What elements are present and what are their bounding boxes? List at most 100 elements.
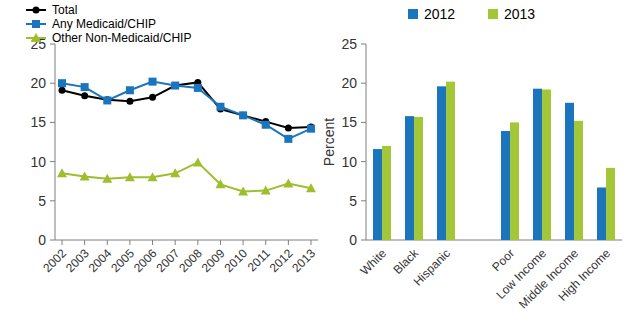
- marker: [149, 94, 156, 101]
- marker: [170, 168, 180, 177]
- bar: [405, 116, 414, 240]
- x-tick-label: 2005: [108, 246, 137, 275]
- marker: [126, 86, 134, 94]
- x-axis: [55, 240, 318, 241]
- x-tick-label: 2011: [245, 246, 273, 274]
- marker: [193, 157, 203, 166]
- marker: [194, 84, 202, 92]
- marker: [81, 83, 89, 91]
- marker: [172, 82, 179, 89]
- y-tick-label: 0: [349, 232, 357, 248]
- marker: [59, 87, 66, 94]
- plot-area: [373, 82, 615, 240]
- y-tick-label: 10: [341, 154, 357, 170]
- legend-label: Any Medicaid/CHIP: [52, 17, 156, 31]
- y-tick: [361, 200, 366, 201]
- y-tick-label: 0: [38, 232, 46, 248]
- legend-swatch: [408, 9, 418, 19]
- x-tick-label: Poor: [489, 246, 517, 274]
- x-tick-label: 2003: [63, 246, 92, 275]
- y-tick-label: 5: [38, 193, 46, 209]
- series-line: [62, 162, 311, 191]
- marker: [216, 103, 224, 111]
- x-tick-label: 2012: [267, 246, 296, 275]
- x-axis: [366, 240, 622, 241]
- y-tick: [361, 83, 366, 84]
- x-tick: [175, 240, 176, 245]
- marker: [240, 112, 247, 119]
- x-tick: [288, 240, 289, 245]
- bar: [597, 187, 606, 240]
- x-tick-label: 2007: [154, 246, 183, 275]
- x-tick-label: 2008: [176, 246, 205, 275]
- y-tick: [50, 240, 55, 241]
- y-tick-label: 20: [341, 75, 357, 91]
- y-tick: [50, 161, 55, 162]
- marker: [171, 82, 179, 90]
- y-tick-label: 15: [341, 114, 357, 130]
- marker: [262, 121, 270, 129]
- x-tick-label: 2004: [86, 246, 115, 275]
- x-tick: [265, 240, 266, 245]
- marker: [103, 96, 111, 104]
- y-tick: [361, 44, 366, 45]
- y-tick: [361, 240, 366, 241]
- marker: [58, 79, 66, 87]
- x-tick-label: 2006: [131, 246, 160, 275]
- y-tick-label: 25: [341, 36, 357, 52]
- chart-line: 0510152025200220032004200520062007200820…: [30, 36, 318, 275]
- x-tick-label: 2013: [289, 246, 318, 275]
- x-tick: [84, 240, 85, 245]
- marker: [31, 33, 41, 42]
- x-tick-label: Hispanic: [411, 246, 453, 288]
- legend: 2012 2013: [408, 6, 535, 22]
- legend-label: 2013: [504, 6, 535, 22]
- bar: [437, 86, 446, 240]
- y-tick: [50, 200, 55, 201]
- y-tick: [50, 122, 55, 123]
- series-line: [62, 82, 311, 127]
- x-tick: [152, 240, 153, 245]
- chart-bar: 0510152025WhiteBlackHispanicPoorLow Inco…: [321, 36, 622, 311]
- series-line: [62, 82, 311, 139]
- bar: [382, 146, 391, 240]
- chart-canvas: 0510152025200220032004200520062007200820…: [0, 0, 644, 330]
- bar: [565, 103, 574, 240]
- plot-area: [57, 78, 316, 196]
- legend-label: 2012: [424, 6, 455, 22]
- bar: [533, 89, 542, 240]
- x-tick-label: 2009: [199, 246, 228, 275]
- legend-swatch: [488, 9, 498, 19]
- bar: [542, 89, 551, 240]
- marker: [215, 179, 225, 188]
- marker: [81, 92, 88, 99]
- bar: [501, 131, 510, 240]
- y-tick-label: 10: [30, 154, 46, 170]
- x-tick: [243, 240, 244, 245]
- x-tick: [197, 240, 198, 245]
- marker: [32, 20, 40, 28]
- x-tick: [220, 240, 221, 245]
- y-axis: [366, 44, 367, 240]
- marker: [238, 186, 248, 195]
- marker: [125, 172, 135, 181]
- bar: [446, 82, 455, 240]
- legend-label: Total: [52, 3, 77, 17]
- y-tick: [50, 83, 55, 84]
- y-tick-label: 5: [349, 193, 357, 209]
- x-tick-label: White: [358, 246, 390, 278]
- marker: [283, 179, 293, 188]
- bar: [606, 168, 615, 240]
- x-tick: [107, 240, 108, 245]
- x-tick-label: High Income: [556, 246, 614, 304]
- bar: [574, 121, 583, 240]
- legend-label: Other Non-Medicaid/CHIP: [52, 31, 191, 45]
- y-tick: [361, 161, 366, 162]
- x-tick-label: 2010: [221, 246, 250, 275]
- bar: [414, 117, 423, 240]
- marker: [80, 171, 90, 180]
- y-axis: [55, 44, 56, 240]
- y-tick: [361, 122, 366, 123]
- marker: [57, 168, 67, 177]
- marker: [284, 135, 292, 143]
